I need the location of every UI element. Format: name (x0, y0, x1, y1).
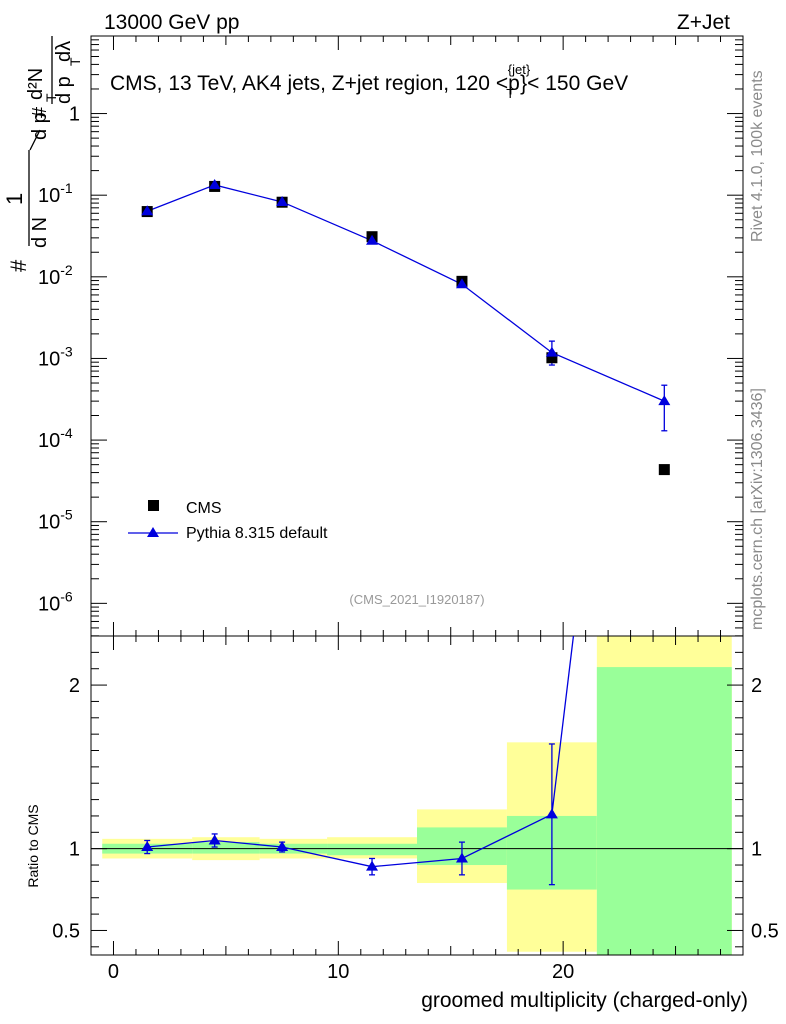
legend-cms-label: CMS (186, 500, 222, 517)
pythia-point (455, 278, 468, 289)
plot-title-main: CMS, 13 TeV, AK4 jets, Z+jet region, 120… (110, 72, 520, 95)
y-tick-label-ratio-right: 2 (751, 675, 762, 697)
y-label-den2: d p (29, 112, 51, 140)
y-tick-label-ratio: 0.5 (52, 920, 80, 942)
mcplots-credit: mcplots.cern.ch [arXiv:1306.3436] (749, 388, 766, 630)
ratio-point (141, 841, 154, 852)
y-tick-label-ratio-right: 1 (751, 839, 762, 861)
y-label-sub-t1: T (43, 93, 59, 102)
ratio-y-label: Ratio to CMS (25, 804, 41, 887)
pythia-line (146, 184, 665, 402)
y-label-den3: d p (53, 76, 75, 104)
y-tick-label-ratio: 2 (69, 675, 80, 697)
header-left: 13000 GeV pp (104, 11, 239, 34)
y-label-one: 1 (2, 193, 27, 205)
ratio-band-inner (192, 842, 260, 854)
cms-point (546, 352, 558, 364)
legend-pythia-marker (147, 527, 159, 537)
ratio-point (545, 808, 558, 819)
y-tick-label-ratio-right: 0.5 (751, 920, 779, 942)
legend: CMS Pythia 8.315 default (128, 500, 328, 542)
y-tick-label-main: 1 (69, 104, 80, 126)
y-label-num2: # (29, 106, 51, 118)
pythia-point (208, 178, 221, 189)
pythia-point (658, 395, 671, 406)
x-tick-label: 0 (108, 961, 119, 983)
plot-title-tail: }< 150 GeV (520, 72, 628, 95)
legend-pythia-label: Pythia 8.315 default (186, 525, 328, 542)
y-label-sub-t2: T (67, 57, 83, 66)
ratio-point (208, 834, 221, 845)
main-y-label: # 1 d N d p # T d²N d p T dλ (2, 36, 83, 272)
ratio-uncertainty-bands (91, 636, 743, 955)
ratio-band-inner (327, 843, 417, 856)
ratio-point (366, 860, 379, 871)
plot-title: CMS, 13 TeV, AK4 jets, Z+jet region, 120… (110, 62, 628, 101)
y-label-slash (29, 129, 41, 151)
ratio-panel-frame (90, 635, 744, 956)
ratio-point (455, 852, 468, 863)
pythia-point (141, 205, 154, 216)
y-label-hash: # (6, 259, 31, 272)
y-tick-label-main: 10-2 (38, 262, 73, 289)
y-tick-label-main: 10-1 (38, 180, 73, 207)
ratio-point (276, 841, 289, 852)
y-tick-label-main: 10-6 (38, 588, 73, 615)
pythia-point (366, 234, 379, 245)
y-tick-label-ratio: 1 (69, 839, 80, 861)
ratio-series-layer (141, 635, 575, 886)
x-axis-label: groomed multiplicity (charged-only) (421, 989, 748, 1012)
main-panel-frame (90, 35, 744, 637)
analysis-id: (CMS_2021_I1920187) (349, 592, 484, 607)
y-tick-label-main: 10-4 (38, 425, 73, 452)
y-label-den1: d N (29, 217, 51, 248)
pythia-point (276, 195, 289, 206)
axis-tick-labels: 0 10 20 10-6 10-5 10-4 10-3 10-2 10-1 1 0.5 0.5 1 1 2 2 (38, 104, 779, 983)
plot-title-sup: {jet} (508, 62, 531, 77)
pythia-point (545, 346, 558, 357)
y-tick-label-main: 10-5 (38, 507, 73, 534)
y-tick-label-main: 10-3 (38, 343, 73, 370)
y-label-den4: dλ (53, 41, 75, 62)
rivet-info: Rivet 4.1.0, 100k events (749, 70, 766, 242)
x-tick-label: 20 (552, 961, 574, 983)
legend-cms-marker (148, 500, 159, 511)
header-right: Z+Jet (677, 11, 730, 34)
plot-title-sub: T (506, 86, 514, 101)
y-label-num1: d²N (25, 68, 47, 100)
x-tick-label: 10 (327, 961, 349, 983)
axis-ticks (90, 36, 744, 955)
main-series-layer (141, 178, 671, 476)
cms-point (658, 464, 670, 476)
ratio-band-inner (596, 667, 732, 955)
